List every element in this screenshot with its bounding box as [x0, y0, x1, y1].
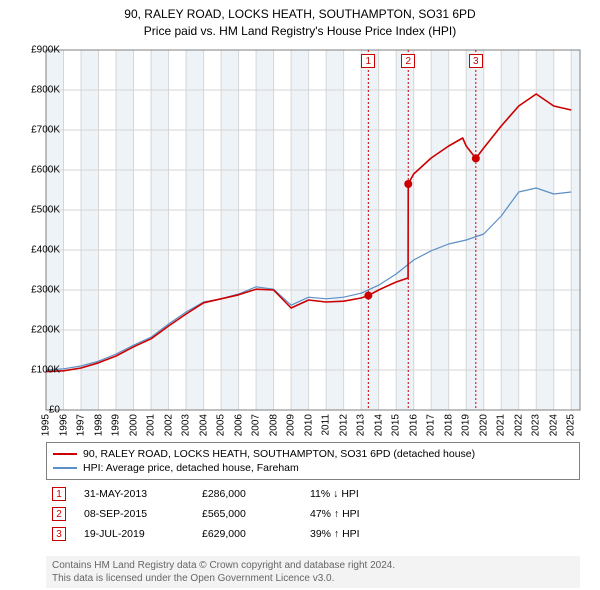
x-axis-tick-label: 2024	[548, 414, 559, 436]
transaction-date: 19-JUL-2019	[84, 528, 184, 540]
transaction-diff: 39% ↑ HPI	[310, 528, 410, 540]
y-axis-tick-label: £700K	[16, 125, 60, 136]
x-axis-tick-label: 1997	[76, 414, 87, 436]
table-row: 3 19-JUL-2019 £629,000 39% ↑ HPI	[46, 524, 580, 544]
chart-marker-flag: 1	[361, 54, 375, 68]
x-axis-tick-label: 2006	[233, 414, 244, 436]
legend: 90, RALEY ROAD, LOCKS HEATH, SOUTHAMPTON…	[46, 442, 580, 480]
x-axis-tick-label: 2008	[268, 414, 279, 436]
legend-label-property: 90, RALEY ROAD, LOCKS HEATH, SOUTHAMPTON…	[83, 448, 475, 460]
x-axis-tick-label: 2001	[146, 414, 157, 436]
transaction-diff: 47% ↑ HPI	[310, 508, 410, 520]
transaction-date: 08-SEP-2015	[84, 508, 184, 520]
chart-marker-flag: 3	[469, 54, 483, 68]
x-axis-tick-label: 2013	[356, 414, 367, 436]
y-axis-tick-label: £900K	[16, 45, 60, 56]
footer-line-1: Contains HM Land Registry data © Crown c…	[52, 559, 574, 572]
legend-swatch-hpi	[53, 467, 77, 469]
x-axis-tick-label: 1996	[58, 414, 69, 436]
footer-attribution: Contains HM Land Registry data © Crown c…	[46, 556, 580, 588]
x-axis-tick-label: 2022	[513, 414, 524, 436]
x-axis-tick-label: 2009	[286, 414, 297, 436]
x-axis-tick-label: 1995	[41, 414, 52, 436]
y-axis-tick-label: £600K	[16, 165, 60, 176]
y-axis-tick-label: £100K	[16, 365, 60, 376]
legend-item: 90, RALEY ROAD, LOCKS HEATH, SOUTHAMPTON…	[53, 447, 573, 461]
transaction-marker-icon: 2	[52, 507, 66, 521]
y-axis-tick-label: £800K	[16, 85, 60, 96]
x-axis-tick-label: 2016	[408, 414, 419, 436]
x-axis-tick-label: 2017	[426, 414, 437, 436]
x-axis-tick-label: 2014	[373, 414, 384, 436]
x-axis-tick-label: 2000	[128, 414, 139, 436]
transaction-price: £286,000	[202, 488, 292, 500]
legend-swatch-property	[53, 453, 77, 455]
y-axis-tick-label: £0	[16, 405, 60, 416]
x-axis-tick-label: 2018	[443, 414, 454, 436]
title-line-2: Price paid vs. HM Land Registry's House …	[0, 23, 600, 40]
x-axis-tick-label: 2019	[461, 414, 472, 436]
x-axis-tick-label: 2004	[198, 414, 209, 436]
transaction-diff: 11% ↓ HPI	[310, 488, 410, 500]
title-line-1: 90, RALEY ROAD, LOCKS HEATH, SOUTHAMPTON…	[0, 6, 600, 23]
x-axis-tick-label: 2021	[496, 414, 507, 436]
x-axis-tick-label: 2023	[531, 414, 542, 436]
y-axis-tick-label: £400K	[16, 245, 60, 256]
x-axis-tick-label: 2005	[216, 414, 227, 436]
chart-svg	[46, 50, 580, 410]
x-axis-tick-label: 2011	[321, 414, 332, 436]
x-axis-tick-label: 2007	[251, 414, 262, 436]
title-block: 90, RALEY ROAD, LOCKS HEATH, SOUTHAMPTON…	[0, 0, 600, 40]
y-axis-tick-label: £300K	[16, 285, 60, 296]
x-axis-tick-label: 1998	[93, 414, 104, 436]
legend-item: HPI: Average price, detached house, Fare…	[53, 461, 573, 475]
x-axis-tick-label: 2010	[303, 414, 314, 436]
y-axis-tick-label: £500K	[16, 205, 60, 216]
transaction-marker-icon: 1	[52, 487, 66, 501]
transaction-price: £629,000	[202, 528, 292, 540]
transactions-table: 1 31-MAY-2013 £286,000 11% ↓ HPI 2 08-SE…	[46, 484, 580, 544]
table-row: 2 08-SEP-2015 £565,000 47% ↑ HPI	[46, 504, 580, 524]
x-axis-tick-label: 2002	[163, 414, 174, 436]
x-axis-tick-label: 2003	[181, 414, 192, 436]
x-axis-tick-label: 2015	[391, 414, 402, 436]
x-axis-tick-label: 2020	[478, 414, 489, 436]
y-axis-tick-label: £200K	[16, 325, 60, 336]
chart-marker-flag: 2	[401, 54, 415, 68]
x-axis-tick-label: 2012	[338, 414, 349, 436]
chart-container: 90, RALEY ROAD, LOCKS HEATH, SOUTHAMPTON…	[0, 0, 600, 590]
x-axis-tick-label: 2025	[566, 414, 577, 436]
transaction-price: £565,000	[202, 508, 292, 520]
chart-area	[46, 50, 580, 410]
table-row: 1 31-MAY-2013 £286,000 11% ↓ HPI	[46, 484, 580, 504]
transaction-marker-icon: 3	[52, 527, 66, 541]
x-axis-tick-label: 1999	[111, 414, 122, 436]
footer-line-2: This data is licensed under the Open Gov…	[52, 572, 574, 585]
transaction-date: 31-MAY-2013	[84, 488, 184, 500]
legend-label-hpi: HPI: Average price, detached house, Fare…	[83, 462, 299, 474]
